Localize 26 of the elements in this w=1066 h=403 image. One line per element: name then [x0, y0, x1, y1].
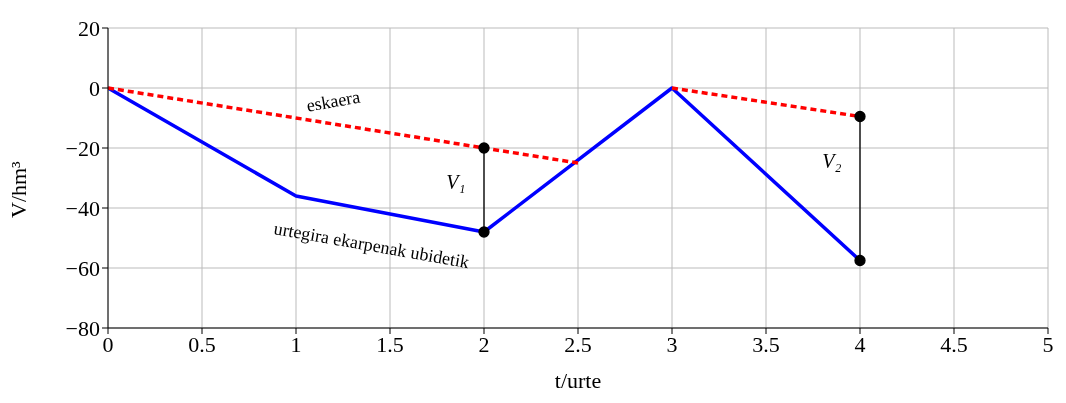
y-tick-label: 0	[89, 75, 100, 101]
annotation: eskaera	[304, 86, 362, 116]
point	[478, 142, 490, 154]
y-tick-label: −20	[65, 135, 100, 161]
y-tick-label: −40	[65, 195, 100, 221]
point	[854, 254, 866, 267]
point	[478, 226, 490, 238]
x-tick-label: 3.5	[752, 331, 780, 357]
x-tick-label: 0.5	[188, 331, 216, 357]
y-tick-label: 20	[78, 15, 100, 41]
x-tick-label: 4.5	[940, 331, 968, 357]
annotation: V₂	[822, 149, 842, 172]
x-tick-label: 1	[290, 331, 302, 357]
x-tick-label: 3	[666, 331, 678, 357]
x-axis-title: t/urte	[554, 368, 602, 393]
y-axis-title: V/hm³	[5, 160, 31, 218]
x-tick-label: 5	[1042, 331, 1054, 357]
point	[854, 110, 866, 123]
annotation: urtegira ekarpenak ubidetik	[272, 218, 471, 273]
x-tick-label: 4	[854, 331, 866, 357]
annotation: V₁	[446, 170, 466, 193]
y-tick-label: −60	[65, 255, 100, 281]
x-tick-label: 2.5	[564, 331, 592, 357]
y-tick-label: −80	[65, 315, 100, 341]
x-tick-label: 2	[478, 331, 490, 357]
x-tick-label: 1.5	[376, 331, 404, 357]
